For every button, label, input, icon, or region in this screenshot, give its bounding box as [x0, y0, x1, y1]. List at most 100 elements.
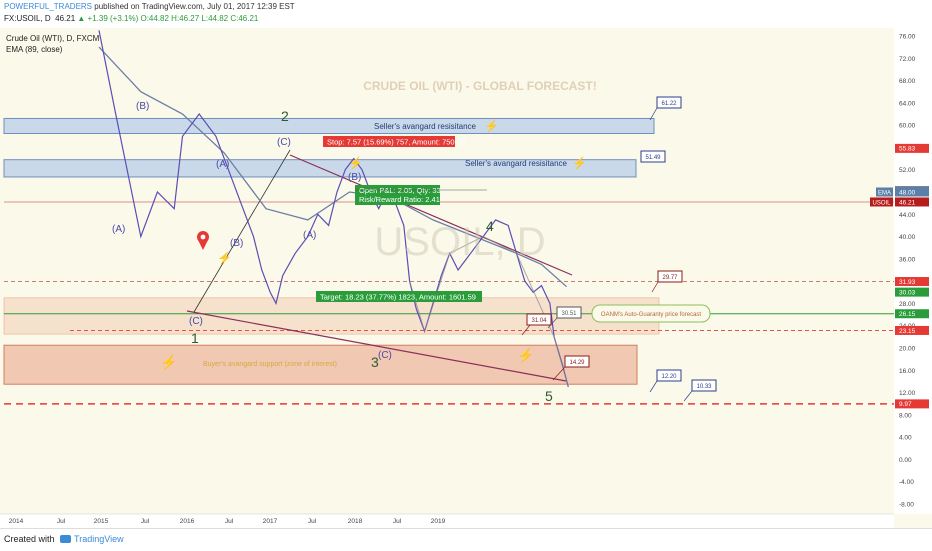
time-tick-label: 2017: [263, 518, 278, 525]
time-tick-label: Jul: [57, 518, 66, 525]
price-tick-label: 72.00: [899, 56, 916, 63]
stop-box: [323, 136, 455, 147]
pnl-label: Open P&L: 2.05, Qty: 33: [359, 186, 441, 195]
plot-area[interactable]: [0, 28, 894, 514]
tradingview-link[interactable]: TradingView: [74, 534, 124, 544]
price-tick-label: 44.00: [899, 212, 916, 219]
footer: Created with TradingView: [0, 528, 932, 551]
ratio-label: Risk/Reward Ratio: 2.41: [359, 195, 440, 204]
chart-title: CRUDE OIL (WTI) - GLOBAL FORECAST!: [363, 79, 597, 93]
wave-label-minor: (B): [348, 172, 361, 183]
resistance-label-lower: Seller's avangard resisitance: [465, 159, 568, 168]
axis-price-tag-label: 48.00: [899, 189, 916, 196]
price-tick-label: -4.00: [899, 479, 914, 486]
target-tag-12: 12.20: [649, 369, 682, 393]
price-tick-label: 68.00: [899, 78, 916, 85]
price-tick-label: 4.00: [899, 435, 912, 442]
indicator-legend[interactable]: EMA (89, close): [6, 45, 63, 54]
time-tick-label: Jul: [225, 518, 234, 525]
axis-price-tag-label: 26.15: [899, 311, 916, 318]
axis-price-tag-label: 31.93: [899, 279, 916, 286]
price-tick-label: 28.00: [899, 301, 916, 308]
instrument-legend[interactable]: Crude Oil (WTI), D, FXCM: [6, 34, 100, 43]
bolt-icon: ⚡: [348, 156, 363, 170]
publication-header: POWERFUL_TRADERS published on TradingVie…: [0, 0, 932, 28]
upper-trend-line: [289, 154, 573, 276]
author-name[interactable]: POWERFUL_TRADERS: [4, 2, 93, 11]
svg-text:29.77: 29.77: [662, 275, 678, 281]
axis-price-tag: [895, 277, 929, 287]
axis-price-tag-label: 46.21: [899, 199, 916, 206]
time-axis[interactable]: [0, 514, 894, 528]
svg-text:31.04: 31.04: [531, 318, 547, 324]
wave-label-3: 3: [371, 354, 379, 370]
stop-label: Stop: 7.57 (15.69%) 757, Amount: 750.19: [327, 138, 465, 147]
axis-series-tag: [870, 197, 893, 207]
price-tick-label: 64.00: [899, 100, 916, 107]
lower-trend-line: [186, 310, 567, 382]
axis-price-tag: [895, 287, 929, 297]
axis-price-tag: [895, 309, 929, 319]
target-tag-61: 61.22: [649, 96, 682, 121]
symbol-label: FX:USOIL, D: [4, 14, 51, 23]
wave-label-5: 5: [545, 388, 553, 404]
axis-price-tag: [895, 197, 929, 207]
tradingview-logo-icon[interactable]: [60, 535, 72, 543]
publish-info: published on TradingView.com, July 01, 2…: [94, 2, 295, 11]
svg-text:30.51: 30.51: [561, 311, 577, 317]
bolt-icon: ⚡: [517, 347, 534, 364]
target-label: Target: 18.23 (37.77%) 1823, Amount: 160…: [320, 293, 476, 302]
axis-price-tag: [895, 399, 929, 409]
wave-label-minor: (B): [136, 101, 149, 112]
price-change: ▲ +1.39 (+3.1%): [77, 14, 139, 23]
price-tick-label: 0.00: [899, 457, 912, 464]
wave-label-2: 2: [281, 108, 289, 124]
time-tick-label: 2018: [348, 518, 363, 525]
resistance-label-upper: Seller's avangard resisitance: [374, 122, 477, 131]
time-axis-ticks: 2014 Jul 2015 Jul 2016 Jul 2017 Jul 2018 Jul 2019: [9, 518, 446, 525]
price-tick-label: 36.00: [899, 256, 916, 263]
forecast-path: [409, 236, 569, 388]
time-tick-label: 2019: [431, 518, 446, 525]
wave-label-minor: (A): [112, 224, 125, 235]
wave-label-1: 1: [191, 330, 199, 346]
price-tick-label: 12.00: [899, 390, 916, 397]
price-tick-label: 20.00: [899, 346, 916, 353]
forecast-note: OANM's Auto-Guaranty price forecast: [601, 312, 702, 318]
price-tick-label: -8.00: [899, 502, 914, 509]
target-tag-51: 51.49: [640, 150, 666, 163]
time-tick-label: Jul: [393, 518, 402, 525]
marker-pin-icon: [197, 231, 209, 250]
wave-label-minor: (B): [230, 238, 243, 249]
price-axis[interactable]: [894, 28, 932, 514]
wave-label-minor: (C): [277, 137, 291, 148]
ohlc-values: O:44.82 H:46.27 L:44.82 C:46.21: [140, 14, 259, 23]
time-tick-label: Jul: [141, 518, 150, 525]
time-tick-label: Jul: [308, 518, 317, 525]
wave-connector-line: [193, 149, 291, 313]
target-tag-14: 14.29: [552, 355, 590, 381]
price-axis-tags: 55.8348.26EMA48.00USOIL46.2131.9330.0326…: [870, 143, 929, 409]
axis-price-tag-label: 23.15: [899, 328, 916, 335]
axis-price-tag-label: 9.97: [899, 401, 912, 408]
price-tick-label: 40.00: [899, 234, 916, 241]
target-tag-30: 30.51: [547, 306, 582, 329]
axis-price-tag-label: 30.03: [899, 289, 916, 296]
watermark: USOIL, D: [374, 220, 545, 264]
bolt-icon: ⚡: [572, 156, 587, 170]
axis-price-tag: [895, 325, 929, 335]
axis-price-tag: [895, 143, 929, 153]
last-price: 46.21: [55, 14, 76, 23]
target-tag-10: 10.33: [683, 379, 717, 402]
svg-text:10.33: 10.33: [696, 384, 712, 390]
wave-label-4: 4: [486, 218, 494, 234]
price-tick-label: 8.00: [899, 412, 912, 419]
svg-text:61.22: 61.22: [661, 101, 677, 107]
axis-series-tag-label: USOIL: [872, 200, 891, 206]
axis-series-tag-label: EMA: [878, 190, 891, 196]
axis-price-tag-label: 55.83: [899, 146, 916, 153]
svg-text:14.29: 14.29: [569, 360, 585, 366]
time-tick-label: 2015: [94, 518, 109, 525]
time-tick-label: 2016: [180, 518, 195, 525]
